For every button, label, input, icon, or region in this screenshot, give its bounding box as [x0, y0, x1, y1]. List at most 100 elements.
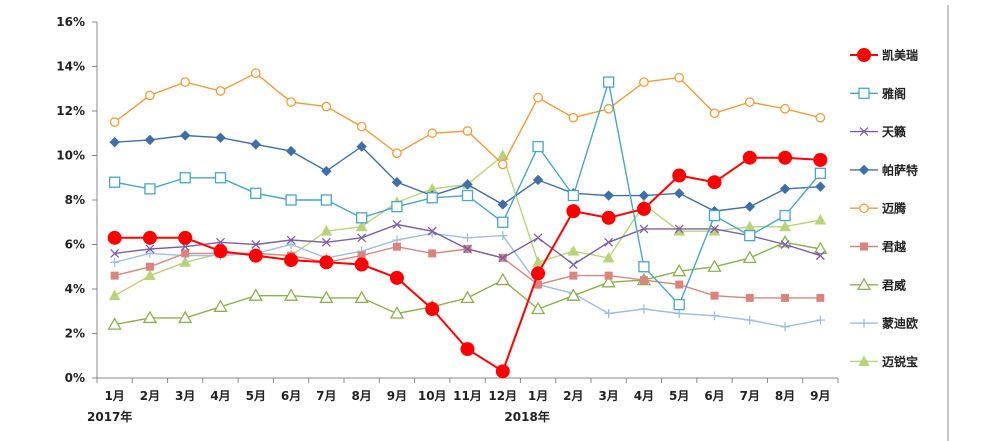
data-point — [392, 220, 402, 229]
data-point — [815, 112, 826, 123]
data-point — [497, 199, 508, 210]
data-point — [248, 288, 263, 301]
data-point — [285, 145, 297, 157]
data-point — [110, 257, 120, 267]
data-point — [780, 103, 790, 114]
data-point — [675, 280, 684, 289]
y-tick-label: 6% — [65, 238, 85, 252]
x-tick-label: 12月 — [488, 389, 517, 403]
y-tick-label: 8% — [65, 193, 85, 207]
data-point — [710, 291, 719, 300]
data-point — [357, 233, 367, 243]
data-point — [428, 249, 437, 258]
data-point — [495, 272, 510, 286]
legend-label: 天籁 — [882, 124, 906, 139]
data-point — [674, 308, 684, 318]
data-point — [250, 187, 262, 199]
data-point — [859, 127, 869, 137]
data-point — [142, 310, 158, 324]
data-point — [604, 271, 613, 280]
data-point — [463, 244, 472, 254]
data-point — [567, 245, 580, 256]
data-point — [672, 168, 687, 183]
data-point — [461, 189, 474, 202]
legend-item: 蒙迪欧 — [850, 316, 918, 331]
data-point — [673, 298, 685, 311]
data-point — [425, 302, 440, 317]
year-label: 2017年 — [87, 409, 132, 424]
data-point — [213, 299, 228, 312]
series-2 — [110, 220, 825, 269]
data-point — [603, 103, 614, 114]
data-point — [603, 190, 614, 201]
x-tick-label: 2月 — [140, 389, 160, 403]
x-tick-label: 8月 — [775, 389, 795, 403]
data-point — [286, 97, 296, 107]
series-0 — [107, 150, 828, 379]
legend-item: 君越 — [850, 239, 907, 254]
data-point — [531, 266, 546, 281]
data-point — [568, 112, 579, 123]
series-7 — [110, 228, 825, 332]
data-point — [533, 92, 543, 103]
data-point — [814, 167, 827, 179]
data-point — [710, 224, 719, 234]
series-6 — [107, 234, 828, 330]
y-tick-label: 12% — [56, 104, 85, 118]
data-point — [108, 176, 121, 188]
data-point — [110, 248, 120, 258]
data-point — [709, 108, 720, 119]
data-point — [639, 77, 649, 87]
data-point — [427, 128, 438, 139]
data-point — [320, 194, 333, 206]
x-tick-label: 6月 — [281, 389, 301, 403]
data-point — [107, 230, 122, 245]
data-point — [320, 225, 333, 236]
data-point — [860, 242, 868, 251]
data-point — [744, 201, 755, 212]
data-point — [672, 263, 687, 277]
y-tick-label: 4% — [65, 282, 85, 296]
data-point — [389, 306, 405, 319]
data-point — [639, 276, 648, 285]
data-point — [566, 288, 581, 301]
data-point — [108, 289, 121, 301]
data-point — [178, 230, 193, 245]
y-tick-label: 14% — [56, 60, 85, 74]
legend-label: 蒙迪欧 — [882, 316, 918, 331]
data-point — [355, 220, 368, 232]
data-point — [781, 293, 790, 302]
data-point — [179, 256, 192, 267]
data-point — [779, 209, 791, 222]
data-point — [814, 213, 827, 225]
data-point — [180, 130, 191, 141]
data-point — [674, 188, 685, 199]
y-tick-label: 2% — [65, 327, 85, 341]
data-point — [813, 241, 828, 255]
data-point — [463, 233, 472, 243]
data-point — [602, 76, 615, 88]
data-point — [857, 48, 871, 62]
data-point — [427, 226, 437, 236]
data-point — [638, 261, 650, 273]
x-tick-label: 5月 — [246, 389, 266, 403]
x-tick-label: 9月 — [387, 389, 407, 403]
x-ticks: 1月 2月 3月 4月 5月 6月 7月 8月 9月 10月 11月 12月 1月 2月 3月 4月 5月 6月 7… — [87, 378, 839, 424]
data-point — [321, 237, 331, 247]
x-tick-label: 6月 — [704, 389, 724, 403]
data-point — [321, 165, 332, 177]
legend-label: 君威 — [881, 277, 906, 292]
data-point — [813, 152, 828, 167]
data-point — [215, 132, 226, 143]
legend-label: 雅阁 — [881, 86, 906, 101]
legend-item: 君威 — [850, 277, 906, 292]
data-point — [392, 242, 401, 251]
data-point — [858, 355, 870, 366]
legend-label: 迈腾 — [882, 201, 907, 216]
data-point — [568, 260, 578, 269]
data-point — [178, 310, 193, 324]
data-point — [144, 134, 156, 146]
y-ticks: 0% 2% 4% 6% 8% 10% 12% 14% 16% — [56, 15, 97, 385]
series-1 — [108, 76, 827, 311]
x-tick-label: 2月 — [563, 389, 583, 403]
